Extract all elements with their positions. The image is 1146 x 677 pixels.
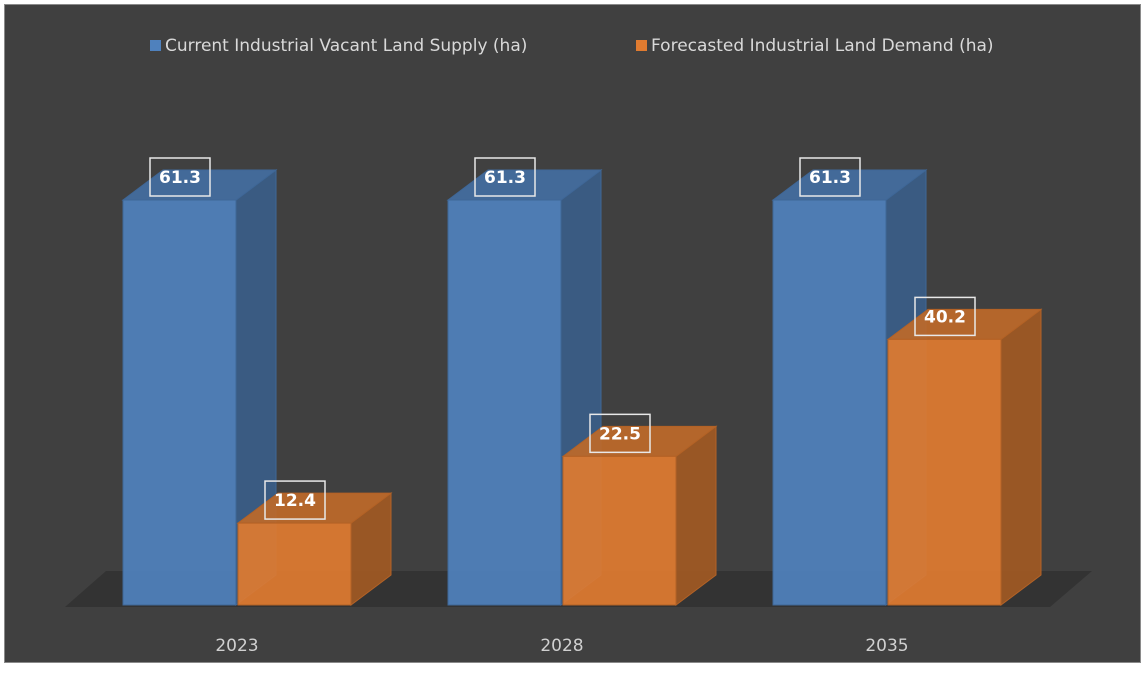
- bar-front: [447, 199, 562, 606]
- value-label-box: [149, 157, 211, 197]
- legend-swatch: [636, 40, 647, 51]
- bar-front: [562, 455, 677, 606]
- x-tick-label: 2028: [540, 636, 583, 656]
- bar-front: [237, 522, 352, 606]
- bar: [561, 425, 718, 606]
- x-tick-label: 2023: [215, 636, 258, 656]
- bar-front: [887, 338, 1002, 606]
- value-label: 61.3: [809, 168, 851, 188]
- bar-front: [122, 199, 237, 606]
- value-label-box: [264, 480, 326, 520]
- bar-front: [772, 199, 887, 606]
- value-label: 40.2: [924, 307, 966, 327]
- legend-swatch: [150, 40, 161, 51]
- bar: [886, 308, 1043, 606]
- value-label: 61.3: [159, 168, 201, 188]
- value-label: 12.4: [274, 491, 316, 511]
- value-label: 61.3: [484, 168, 526, 188]
- x-tick-label: 2035: [865, 636, 908, 656]
- bar-side: [675, 425, 717, 606]
- value-label: 22.5: [599, 424, 641, 444]
- value-label-box: [914, 296, 976, 337]
- bar-side: [1000, 308, 1042, 606]
- value-label-box: [589, 413, 651, 454]
- legend-label: Forecasted Industrial Land Demand (ha): [651, 36, 994, 56]
- value-label-box: [799, 157, 861, 197]
- legend-label: Current Industrial Vacant Land Supply (h…: [165, 36, 527, 56]
- value-label-box: [474, 157, 536, 197]
- bar: [121, 169, 278, 606]
- bar: [236, 492, 393, 606]
